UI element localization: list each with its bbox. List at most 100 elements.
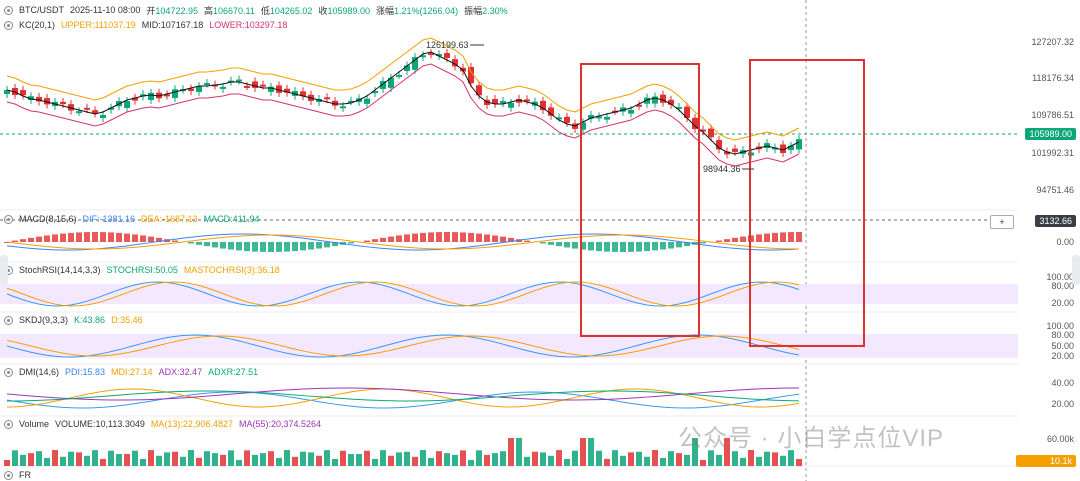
visibility-eye-icon[interactable] [4,20,13,30]
volume-bar [180,456,186,466]
price-candle [604,116,610,120]
volume-bar [612,450,618,466]
highlight-box [749,59,865,347]
volume-bar [788,450,794,466]
change-label: 涨幅 [376,5,395,16]
visibility-eye-icon[interactable] [4,214,13,224]
volume-bar [692,438,698,466]
volume-ma55: MA(55):20,374.5264 [238,419,322,429]
dmi-adx-line [6,387,800,401]
dmi-name: DMI(14,6) [19,367,60,377]
price-candle [148,92,154,100]
macd-legend: MACD(8,15,6) DIF:-1381.16 DEA:-1687.13 M… [4,213,259,225]
fr-name: FR [19,470,31,480]
volume-bar [636,451,642,466]
macd-bar [524,240,530,242]
visibility-eye-icon[interactable] [4,470,13,480]
macd-bar [364,240,370,242]
volume-current-badge: 10.1k [1016,455,1076,467]
price-candle [188,88,194,91]
fr-legend: FR [4,469,31,481]
open-label: 开 [146,5,156,16]
volume-bar [660,457,666,466]
macd-bar [492,235,498,242]
volume-bar [716,454,722,466]
volume-bar [508,438,514,466]
stochrsi-name: StochRSI(14,14,3,3) [19,265,101,275]
volume-bar [140,458,146,466]
price-candle [548,107,554,116]
visibility-eye-icon[interactable] [4,367,13,377]
macd-bar [612,242,618,252]
price-candle [636,104,642,107]
macd-bar [124,233,130,242]
skdj-tick: 80.00 [1051,330,1074,340]
macd-bar [756,234,762,242]
crosshair-add-icon[interactable]: + [990,215,1014,229]
price-candle [796,139,802,150]
volume-name: Volume [19,419,50,429]
skdj-k: K:43.86 [74,315,106,325]
stochrsi-k: STOCHRSI:50.05 [106,265,178,275]
macd-bar [772,232,778,242]
macd-bar [324,242,330,248]
volume-bar [36,451,42,466]
macd-bar [332,242,338,247]
price-candle [380,81,386,89]
high-value: 106670.11 [212,5,255,16]
macd-bar [308,242,314,250]
volume-bar [532,451,538,466]
volume-bar [100,458,106,466]
macd-bar [644,242,650,252]
macd-bar [436,232,442,242]
volume-bar [740,457,746,466]
dmi-pdi: PDI:15.83 [65,367,106,377]
macd-bar [628,242,634,252]
volume-bar [60,456,66,466]
price-candle [100,114,106,118]
left-edge-handle[interactable] [0,255,8,285]
visibility-eye-icon[interactable] [4,5,13,15]
macd-dif: DIF:-1381.16 [82,214,136,224]
right-edge-handle[interactable] [1072,255,1080,285]
visibility-eye-icon[interactable] [4,315,13,325]
volume-bar [556,450,562,466]
macd-bar [348,242,354,244]
price-candle [12,87,18,95]
stochrsi-tick: 80.00 [1051,281,1074,291]
volume-bar [796,458,802,466]
macd-bar [428,232,434,242]
volume-bar [460,450,466,466]
price-candle [196,86,202,92]
price-candle [332,100,338,106]
visibility-eye-icon[interactable] [4,419,13,429]
close-value: 105989.00 [327,5,370,16]
volume-bar [204,451,210,466]
price-candle [324,97,330,100]
macd-bar [580,242,586,250]
macd-bar [12,240,18,242]
macd-bar [204,242,210,247]
macd-bar [468,232,474,242]
symbol-name: BTC/USDT [19,5,64,15]
macd-bar [540,242,546,244]
price-candle [564,116,570,123]
price-candle [60,101,66,105]
macd-bar [36,236,42,242]
price-candle [260,84,266,87]
macd-name: MACD(8,15,6) [19,214,77,224]
low-value: 104265.02 [269,5,313,16]
volume-bar [196,457,202,466]
volume-bar [132,450,138,466]
price-candle [628,109,634,114]
macd-bar [140,235,146,242]
price-tick: 127207.32 [1031,37,1074,47]
symbol-header: BTC/USDT 2025-11-10 08:00 开104722.95 高10… [4,4,508,16]
macd-bar [476,233,482,242]
stochrsi-d-line [6,281,800,307]
price-candle [676,107,682,110]
macd-bar [764,233,770,242]
volume-bar [228,450,234,466]
volume-bar [84,455,90,466]
